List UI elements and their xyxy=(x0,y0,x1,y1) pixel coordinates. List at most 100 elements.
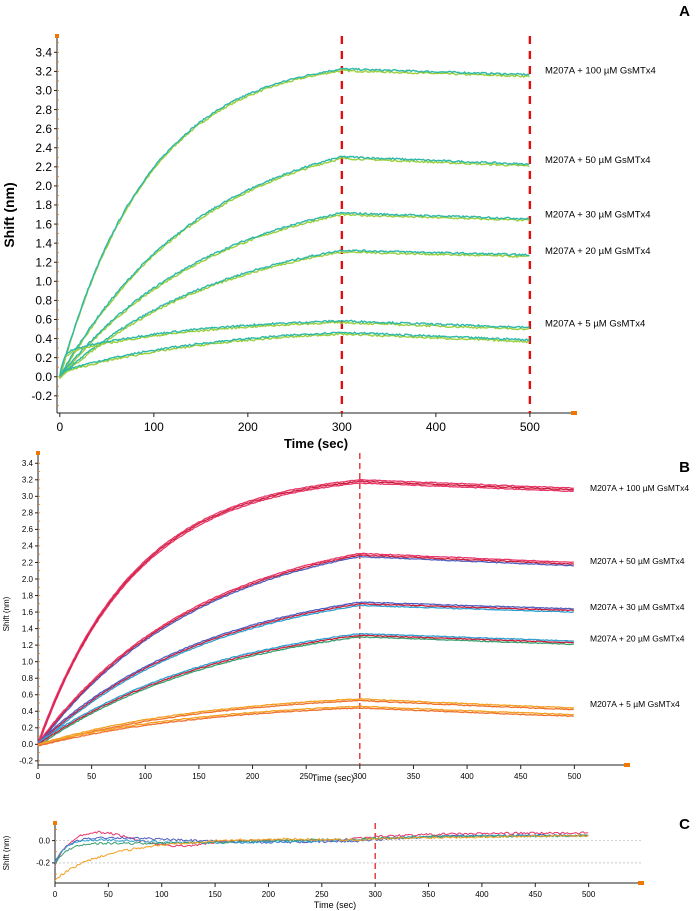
x-tick-label: 350 xyxy=(407,772,421,781)
data-line xyxy=(59,331,530,378)
y-tick-label: 2.0 xyxy=(22,575,34,584)
y-tick-label: 0.8 xyxy=(22,674,34,683)
x-tick-label: 400 xyxy=(475,890,489,899)
series-label: M207A + 5 µM GsMTx4 xyxy=(590,699,680,709)
y-tick-label: 0.2 xyxy=(22,724,34,733)
y-tick-label: 0.2 xyxy=(35,351,52,365)
y-tick-label: 0.8 xyxy=(35,294,52,308)
x-tick-label: 0 xyxy=(53,890,58,899)
data-line xyxy=(37,482,574,747)
panel-a-label: A xyxy=(679,3,690,20)
data-line xyxy=(59,249,530,377)
y-tick-label: 3.4 xyxy=(22,459,34,468)
data-line-fit xyxy=(59,332,530,379)
panel-b: B Shift (nm) Time (sec) -0.2 0.0 0.2 0.4 0.6… xyxy=(2,451,690,783)
data-line xyxy=(37,699,574,747)
data-line xyxy=(59,67,530,377)
x-tick-label: 200 xyxy=(262,890,276,899)
series-label: M207A + 5 µM GsMTx4 xyxy=(545,318,645,329)
series-label: M207A + 100 µM GsMTx4 xyxy=(590,483,689,493)
x-tick-label: 500 xyxy=(568,772,582,781)
data-line-fit xyxy=(59,157,530,379)
y-tick-label: 1.8 xyxy=(22,591,34,600)
series-label: M207A + 100 µM GsMTx4 xyxy=(545,65,656,76)
y-tick-label: -0.2 xyxy=(36,859,50,868)
y-tick-label: 2.2 xyxy=(35,160,52,174)
data-line xyxy=(37,478,574,744)
data-line xyxy=(37,552,574,744)
series-label: M207A + 30 µM GsMTx4 xyxy=(590,602,685,612)
x-tick-label: 450 xyxy=(529,890,543,899)
data-line xyxy=(37,601,574,744)
data-line xyxy=(37,636,574,747)
data-line xyxy=(37,480,574,745)
y-tick-label: 3.0 xyxy=(22,492,34,501)
y-tick-label: 1.4 xyxy=(22,624,34,633)
x-tick-label: 300 xyxy=(332,420,352,434)
x-tick-label: 150 xyxy=(192,772,206,781)
residual-line xyxy=(54,833,589,881)
axis-end-marker xyxy=(55,34,59,38)
y-tick-label: 2.0 xyxy=(35,179,52,193)
y-tick-label: 1.6 xyxy=(35,217,52,231)
panel-a-y-axis-title: Shift (nm) xyxy=(1,182,17,247)
panel-b-label: B xyxy=(679,459,690,476)
x-tick-label: 450 xyxy=(514,772,528,781)
x-tick-label: 0 xyxy=(56,420,63,434)
axis-end-marker xyxy=(624,763,630,767)
x-tick-label: 250 xyxy=(315,890,329,899)
x-tick-label: 150 xyxy=(208,890,222,899)
x-tick-label: 400 xyxy=(426,420,446,434)
data-line-fit xyxy=(59,250,530,379)
series-label: M207A + 20 µM GsMTx4 xyxy=(590,634,685,644)
x-tick-label: 50 xyxy=(87,772,96,781)
y-tick-label: 0.0 xyxy=(22,740,34,749)
data-line xyxy=(37,632,574,743)
x-tick-label: 50 xyxy=(104,890,113,899)
x-tick-label: 400 xyxy=(460,772,474,781)
y-tick-label: 1.0 xyxy=(22,657,34,666)
axis-end-marker xyxy=(36,451,40,455)
panel-c-x-axis-title: Time (sec) xyxy=(314,900,356,910)
panel-c-y-axis-title: Shift (nm) xyxy=(2,835,11,870)
series-label: M207A + 20 µM GsMTx4 xyxy=(545,246,651,257)
x-tick-label: 500 xyxy=(582,890,596,899)
series-label: M207A + 50 µM GsMTx4 xyxy=(590,556,685,566)
y-tick-label: 2.8 xyxy=(22,509,34,518)
axis-end-marker xyxy=(638,881,644,885)
x-tick-label: 100 xyxy=(155,890,169,899)
axis-end-marker xyxy=(571,411,577,415)
y-tick-label: 1.8 xyxy=(35,198,52,212)
y-tick-label: 1.4 xyxy=(35,236,52,250)
panel-a: A Shift (nm) Time (sec) -0.2 0.0 0.2 0.4 0.6… xyxy=(1,3,690,451)
x-tick-label: 0 xyxy=(36,772,41,781)
axis-end-marker xyxy=(53,821,57,825)
x-tick-label: 250 xyxy=(300,772,314,781)
data-line xyxy=(59,155,530,376)
data-line-fit xyxy=(59,213,530,379)
data-line xyxy=(37,707,574,747)
y-tick-label: 0.0 xyxy=(35,370,52,384)
y-tick-label: 0.6 xyxy=(35,313,52,327)
y-tick-label: 2.4 xyxy=(35,141,52,155)
x-tick-label: 500 xyxy=(520,420,540,434)
x-tick-label: 100 xyxy=(144,420,164,434)
y-tick-label: -0.2 xyxy=(19,757,33,766)
x-tick-label: 100 xyxy=(139,772,153,781)
data-line xyxy=(59,319,530,376)
panel-b-y-axis-title: Shift (nm) xyxy=(2,596,11,631)
data-line xyxy=(59,211,530,377)
y-tick-label: 0.4 xyxy=(35,332,52,346)
data-line xyxy=(37,554,574,745)
x-tick-label: 350 xyxy=(422,890,436,899)
panel-c-label: C xyxy=(679,816,690,833)
data-line xyxy=(37,634,574,746)
y-tick-label: 2.4 xyxy=(22,542,34,551)
panel-c: C Shift (nm) Time (sec) -0.2 0.0 0 50 100 150… xyxy=(2,816,690,910)
panel-b-x-axis-title: Time (sec) xyxy=(312,773,354,783)
x-tick-label: 200 xyxy=(246,772,260,781)
y-tick-label: 3.2 xyxy=(22,476,34,485)
y-tick-label: 2.2 xyxy=(22,558,34,567)
data-line xyxy=(37,555,574,747)
